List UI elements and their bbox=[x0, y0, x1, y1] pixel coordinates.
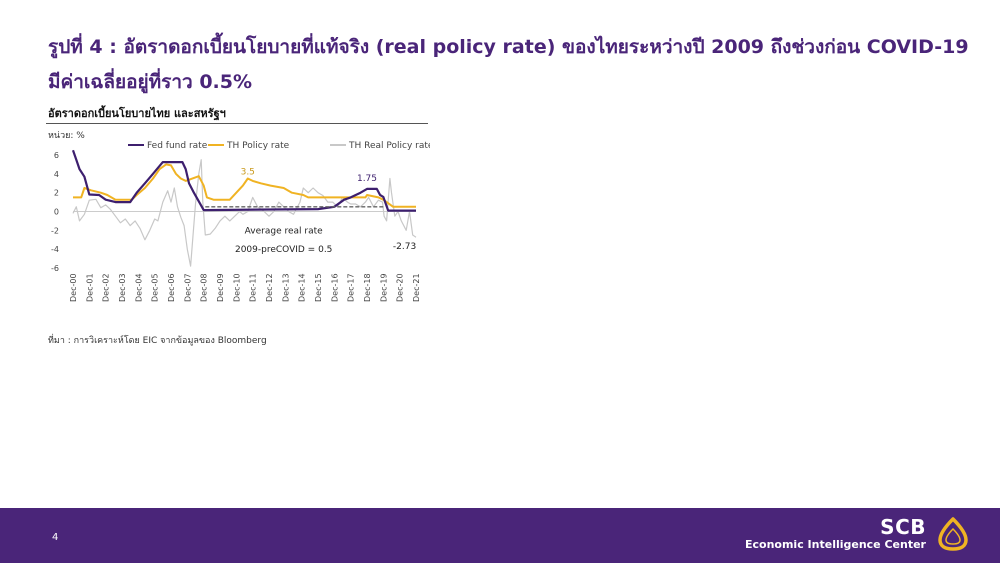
brand-name: SCB bbox=[880, 515, 926, 539]
x-tick-label: Dec-18 bbox=[363, 273, 372, 302]
source-note: ที่มา : การวิเคราะห์โดย EIC จากข้อมูลของ… bbox=[48, 336, 267, 346]
x-tick-label: Dec-17 bbox=[347, 273, 356, 302]
brand-block: SCB Economic Intelligence Center bbox=[745, 516, 926, 552]
y-tick-label: 0 bbox=[54, 208, 59, 217]
line-chart: -6 -4 -2 0 2 4 6 Dec-00 Dec-01 Dec-02 Dec-03 Dec-04… bbox=[51, 141, 430, 302]
page-number: 4 bbox=[52, 532, 59, 543]
figure-title-line2: มีค่าเฉลี่ยอยู่ที่ราว 0.5% bbox=[48, 71, 253, 93]
figure-title: รูปที่ 4 : อัตราดอกเบี้ยนโยบายที่แท้จริง… bbox=[48, 30, 978, 100]
y-tick-label: -2 bbox=[51, 226, 59, 235]
annotation-th-2018: 1.75 bbox=[357, 174, 377, 184]
x-tick-label: Dec-16 bbox=[330, 273, 339, 302]
annotation-real-latest: -2.73 bbox=[393, 242, 416, 252]
unit-label: หน่วย: % bbox=[48, 131, 85, 141]
x-tick-label: Dec-10 bbox=[232, 273, 241, 302]
y-tick-label: 6 bbox=[54, 151, 59, 160]
x-tick-label: Dec-19 bbox=[379, 273, 388, 302]
x-tick-label: Dec-06 bbox=[167, 273, 176, 302]
x-tick-label: Dec-01 bbox=[85, 273, 94, 302]
chart-heading: อัตราดอกเบี้ยนโยบายไทย และสหรัฐฯ bbox=[48, 107, 226, 120]
legend-label: Fed fund rate bbox=[147, 141, 208, 151]
annotation-average-line1: Average real rate bbox=[245, 226, 323, 236]
x-tick-label: Dec-11 bbox=[249, 273, 258, 302]
x-tick-label: Dec-05 bbox=[151, 273, 160, 302]
series-line-fed-fund-rate bbox=[71, 149, 416, 212]
brand-subtitle: Economic Intelligence Center bbox=[744, 538, 926, 551]
x-tick-label: Dec-00 bbox=[69, 273, 78, 302]
footer-bar: 4 SCB Economic Intelligence Center bbox=[0, 508, 1000, 563]
x-tick-label: Dec-02 bbox=[102, 273, 111, 302]
x-tick-label: Dec-09 bbox=[216, 273, 225, 302]
series-line-th-real-policy-rate bbox=[72, 159, 417, 267]
x-tick-label: Dec-14 bbox=[298, 273, 307, 302]
x-tick-label: Dec-20 bbox=[396, 273, 405, 302]
annotation-th-peak: 3.5 bbox=[241, 168, 255, 178]
y-tick-label: 2 bbox=[54, 189, 59, 198]
scb-logo-icon bbox=[938, 517, 968, 551]
y-tick-label: 4 bbox=[54, 170, 59, 179]
y-tick-label: -6 bbox=[51, 264, 59, 273]
x-tick-label: Dec-04 bbox=[134, 273, 143, 302]
x-tick-label: Dec-21 bbox=[412, 273, 421, 302]
series-line-th-policy-rate bbox=[73, 163, 416, 208]
chart-heading-divider bbox=[46, 123, 428, 124]
x-tick-label: Dec-12 bbox=[265, 273, 274, 302]
y-tick-label: -4 bbox=[51, 245, 59, 254]
x-tick-label: Dec-03 bbox=[118, 273, 127, 302]
x-tick-label: Dec-13 bbox=[281, 273, 290, 302]
legend-label: TH Policy rate bbox=[226, 141, 290, 151]
x-tick-label: Dec-08 bbox=[200, 273, 209, 302]
x-tick-label: Dec-15 bbox=[314, 273, 323, 302]
figure-title-line1: รูปที่ 4 : อัตราดอกเบี้ยนโยบายที่แท้จริง… bbox=[48, 36, 969, 58]
x-tick-label: Dec-07 bbox=[183, 273, 192, 302]
annotation-average-line2: 2009-preCOVID = 0.5 bbox=[235, 245, 332, 255]
legend-label: TH Real Policy rate bbox=[348, 141, 430, 151]
